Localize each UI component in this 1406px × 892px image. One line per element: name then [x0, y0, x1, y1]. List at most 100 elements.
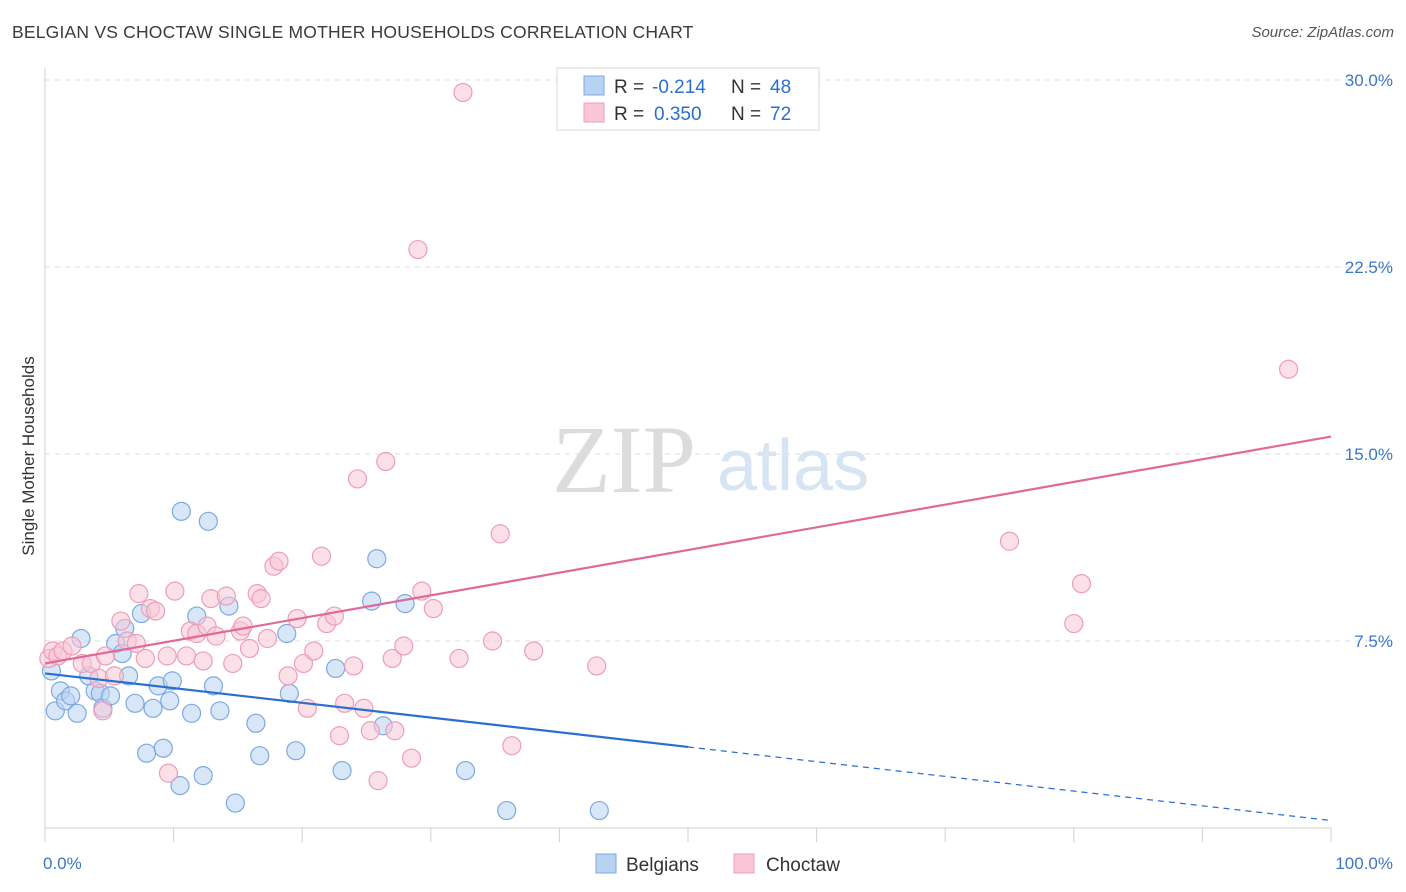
- belgians-point: [136, 743, 157, 763]
- choctaw-point: [401, 748, 422, 768]
- source-label: Source: ZipAtlas.com: [1251, 24, 1394, 41]
- legend-swatch-choctaw: [733, 853, 755, 874]
- choctaw-point: [269, 551, 289, 571]
- stats-legend-swatch-choctaw: [583, 102, 605, 123]
- bottom-legend: Belgians Choctaw: [595, 853, 840, 876]
- choctaw-point: [482, 631, 503, 651]
- choctaw-point: [587, 656, 607, 676]
- stats-r-label-belgians: R =: [614, 77, 644, 98]
- choctaw-point: [502, 736, 522, 756]
- trend-line-dashed: [687, 746, 1332, 822]
- choctaw-point: [129, 584, 149, 604]
- legend-swatch-belgians: [595, 853, 617, 874]
- belgians-point: [162, 671, 182, 691]
- stats-r-value-belgians: -0.214: [652, 77, 706, 98]
- choctaw-point: [394, 636, 414, 656]
- choctaw-point: [304, 641, 324, 661]
- belgians-point: [125, 693, 145, 713]
- x-tick-label-end: 100.0%: [1335, 854, 1393, 873]
- choctaw-point: [1064, 613, 1084, 634]
- choctaw-point: [335, 693, 355, 713]
- belgians-point: [395, 593, 415, 614]
- choctaw-point: [62, 636, 82, 656]
- choctaw-point: [157, 646, 177, 666]
- watermark: ZIP atlas: [552, 406, 869, 513]
- belgians-point: [497, 800, 517, 821]
- stats-r-label-choctaw: R =: [614, 104, 644, 125]
- choctaw-point: [344, 656, 364, 676]
- belgians-point: [160, 691, 180, 711]
- belgians-point: [67, 703, 87, 723]
- choctaw-point: [329, 726, 350, 746]
- belgians-point: [250, 746, 270, 766]
- choctaw-point: [158, 763, 179, 783]
- choctaw-point: [111, 611, 131, 631]
- stats-r-value-choctaw: 0.350: [654, 104, 702, 125]
- x-ticks: [44, 828, 1332, 842]
- belgians-point: [170, 776, 190, 796]
- choctaw-points: [39, 82, 1299, 791]
- y-tick-labels: 7.5% 15.0% 22.5% 30.0%: [1345, 71, 1393, 651]
- stats-legend-swatch-belgians: [583, 75, 605, 96]
- belgians-point: [246, 713, 266, 733]
- stats-n-value-belgians: 48: [770, 77, 791, 98]
- choctaw-point: [233, 616, 253, 636]
- choctaw-point: [176, 646, 197, 666]
- choctaw-point: [360, 721, 380, 741]
- choctaw-point: [311, 546, 332, 566]
- choctaw-point: [239, 638, 260, 659]
- choctaw-point: [453, 82, 473, 103]
- belgians-point: [589, 800, 609, 821]
- stats-n-label-belgians: N =: [731, 77, 761, 98]
- belgians-point: [225, 793, 245, 813]
- choctaw-point: [347, 469, 368, 489]
- x-tick-label-start: 0.0%: [43, 854, 82, 873]
- choctaw-point: [135, 648, 155, 669]
- trend-line-solid: [44, 672, 689, 749]
- choctaw-point: [93, 701, 113, 721]
- stats-n-label-choctaw: N =: [731, 104, 761, 125]
- belgians-point: [198, 511, 218, 531]
- choctaw-point: [223, 653, 243, 674]
- choctaw-point: [278, 666, 298, 686]
- belgians-point: [367, 549, 387, 569]
- watermark-zip: ZIP: [552, 406, 696, 513]
- choctaw-point: [1278, 359, 1299, 379]
- belgians-point: [286, 741, 306, 761]
- belgians-point: [332, 761, 352, 781]
- choctaw-point: [376, 451, 396, 472]
- choctaw-point: [293, 653, 314, 674]
- legend-label-belgians: Belgians: [626, 855, 699, 876]
- legend-label-choctaw: Choctaw: [766, 855, 840, 876]
- choctaw-point: [423, 598, 443, 619]
- y-tick-label: 22.5%: [1345, 258, 1393, 277]
- choctaw-point: [408, 239, 428, 260]
- y-tick-label: 7.5%: [1354, 632, 1393, 651]
- belgians-point: [326, 658, 346, 679]
- choctaw-point: [999, 531, 1020, 551]
- choctaw-point: [216, 586, 236, 606]
- belgians-point: [210, 701, 230, 721]
- grid-lines: [45, 79, 1393, 642]
- choctaw-point: [449, 648, 469, 669]
- belgians-point: [100, 686, 121, 706]
- choctaw-point: [1071, 574, 1092, 594]
- belgians-point: [455, 761, 476, 781]
- choctaw-point: [193, 651, 213, 671]
- belgians-point: [143, 698, 163, 718]
- choctaw-point: [165, 581, 185, 601]
- y-axis-title: Single Mother Households: [19, 356, 38, 555]
- trend-lines: [44, 435, 1332, 822]
- choctaw-point: [368, 771, 388, 791]
- choctaw-point: [95, 646, 116, 666]
- choctaw-point: [490, 524, 510, 544]
- choctaw-point: [145, 601, 166, 621]
- y-tick-label: 15.0%: [1345, 445, 1393, 464]
- y-tick-label: 30.0%: [1345, 71, 1393, 90]
- choctaw-point: [251, 589, 271, 609]
- watermark-atlas: atlas: [717, 426, 869, 506]
- choctaw-point: [385, 721, 405, 741]
- stats-legend: R = -0.214 N = 48 R = 0.350 N = 72: [556, 67, 820, 131]
- chart-title: BELGIAN VS CHOCTAW SINGLE MOTHER HOUSEHO…: [12, 22, 694, 42]
